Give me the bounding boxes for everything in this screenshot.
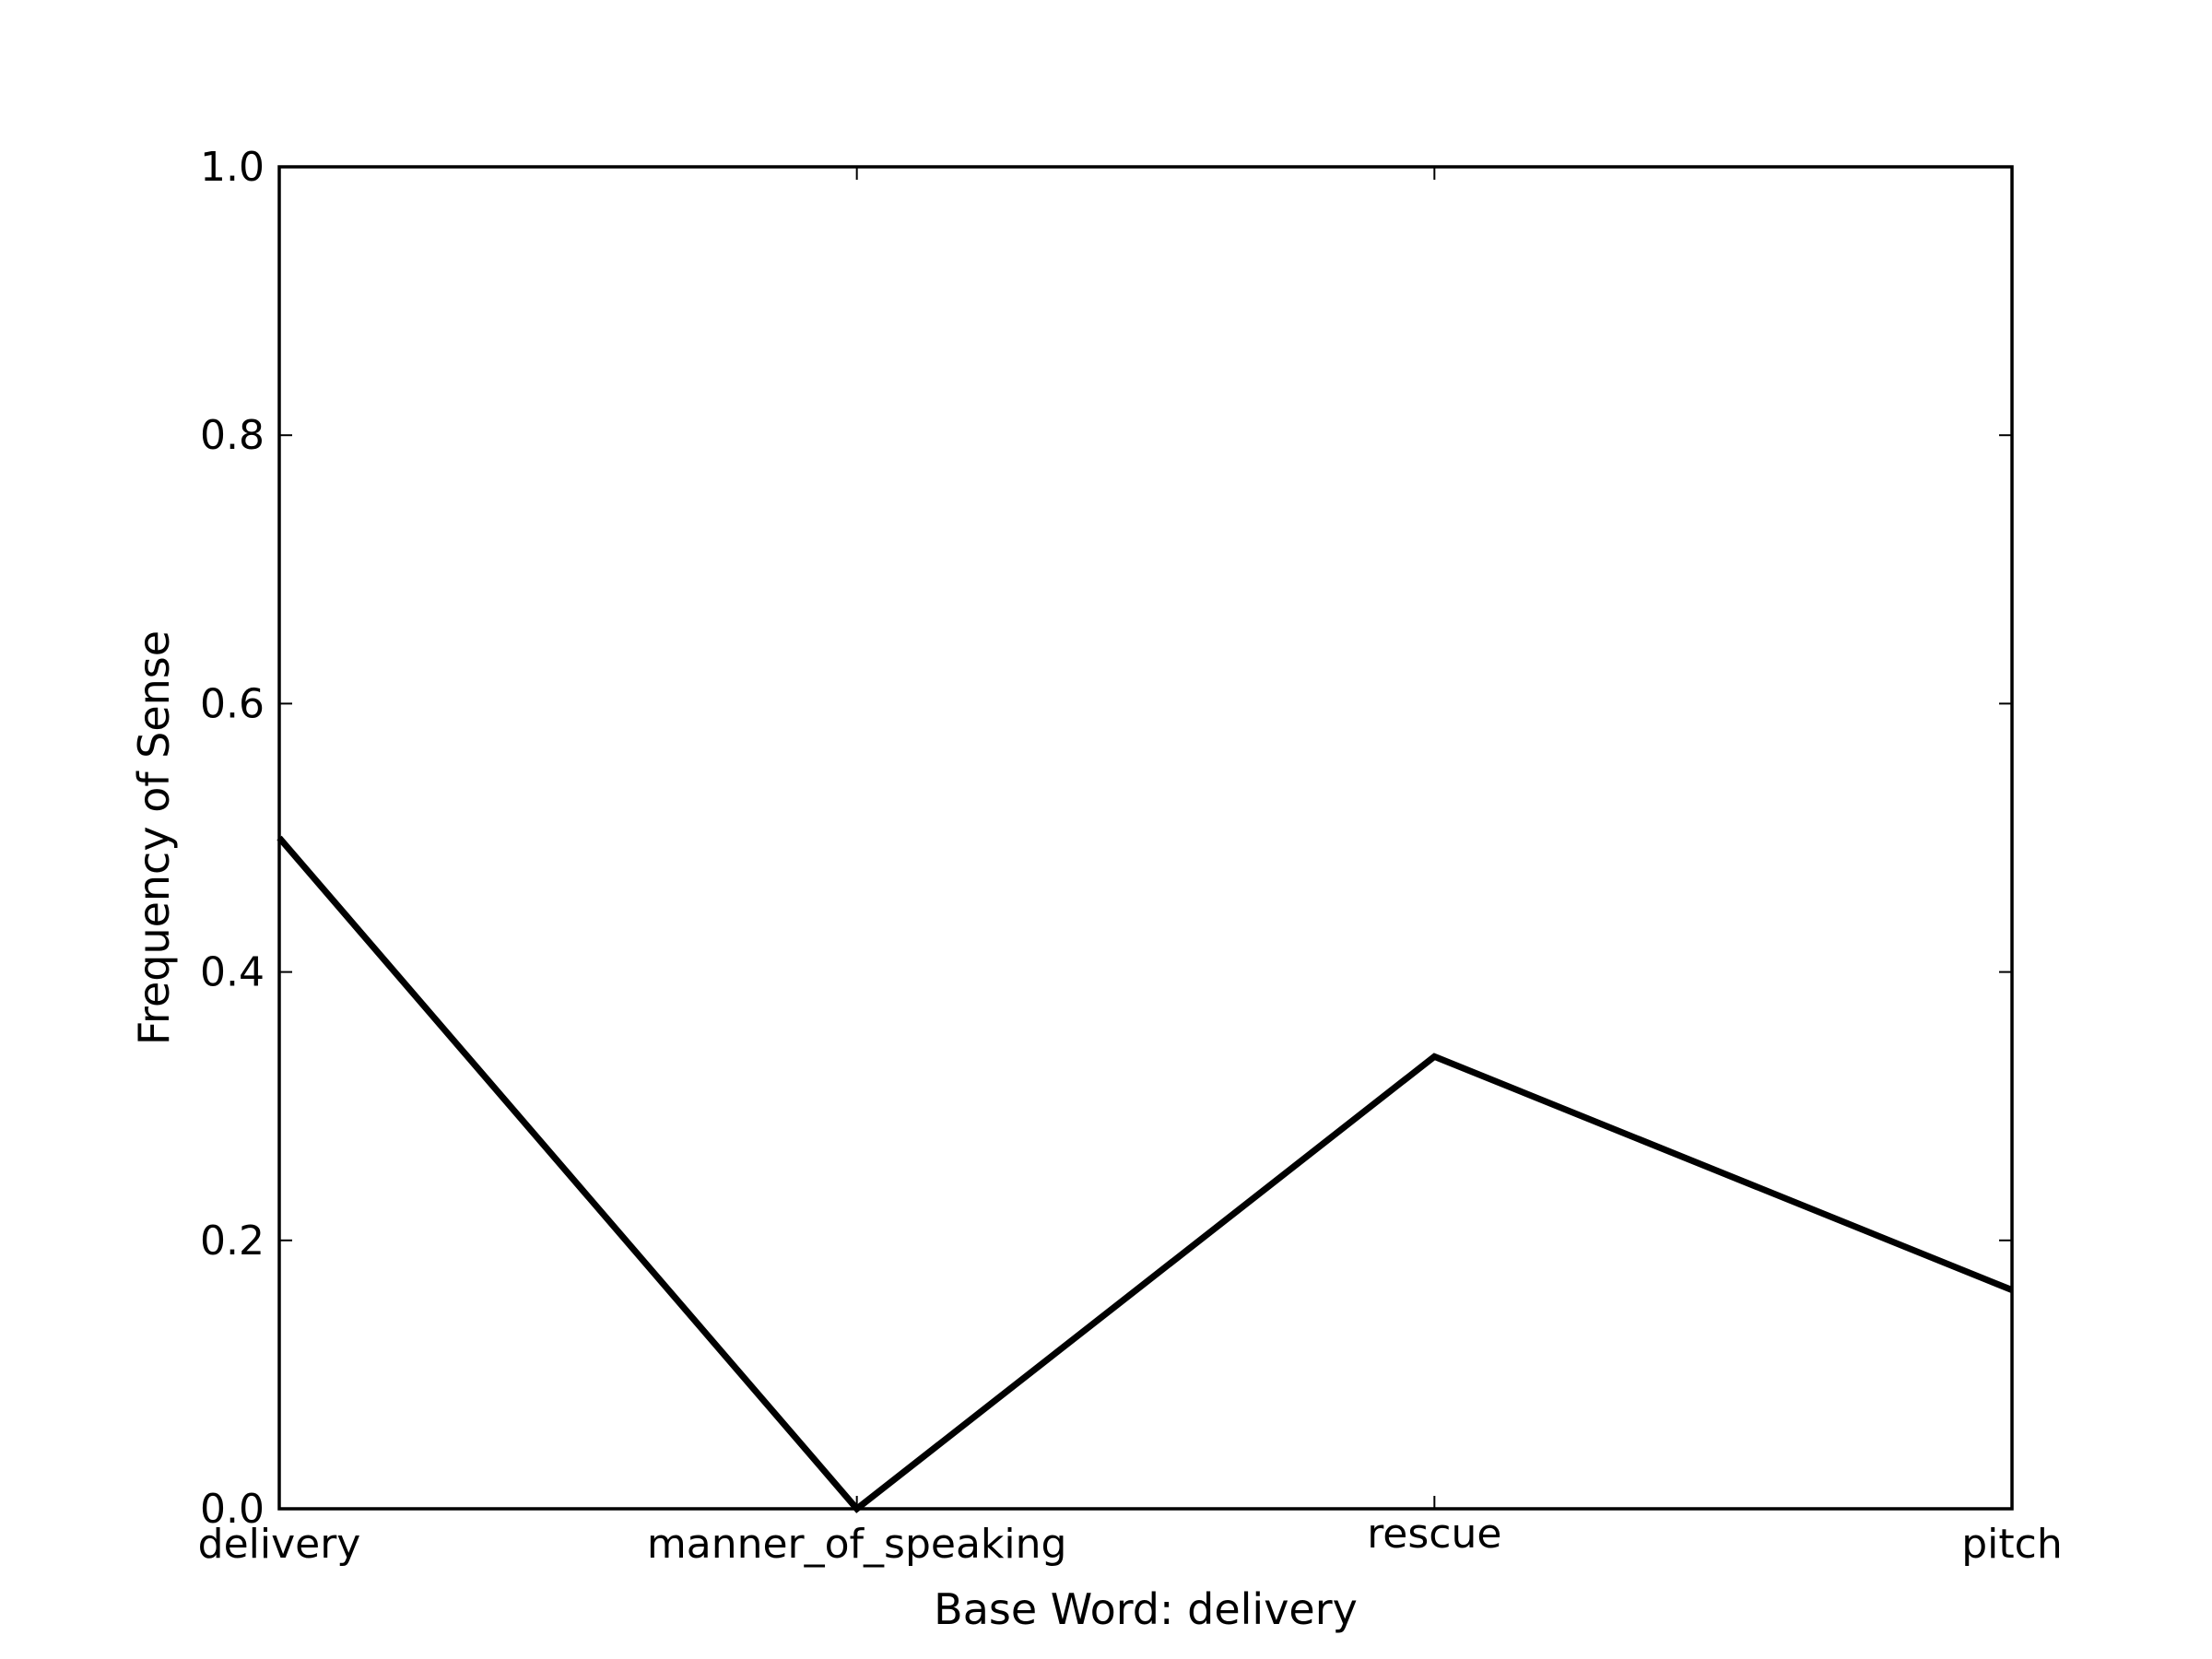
y-tick-label: 0.4 xyxy=(200,949,265,996)
x-axis-label: Base Word: delivery xyxy=(934,1584,1358,1634)
x-tick-label-delivery: delivery xyxy=(198,1521,361,1568)
y-tick-labels: 0.0 0.2 0.4 0.6 0.8 1.0 xyxy=(200,144,265,1533)
x-tick-label-manner-of-speaking: manner_of_speaking xyxy=(647,1521,1067,1568)
x-tick-label-rescue: rescue xyxy=(1367,1511,1501,1558)
y-tick-label: 1.0 xyxy=(200,144,265,191)
y-tick-label: 0.8 xyxy=(200,412,265,459)
y-tick-label: 0.2 xyxy=(200,1218,265,1265)
series-layer xyxy=(276,835,2014,1513)
y-tick-label: 0.0 xyxy=(200,1486,265,1533)
plot-area-frame xyxy=(277,165,2014,1511)
y-tick-label: 0.6 xyxy=(200,680,265,727)
x-tick-label-pitch: pitch xyxy=(1961,1521,2062,1568)
series-line-0 xyxy=(276,835,2014,1513)
y-axis-label: Frequency of Sense xyxy=(129,630,179,1045)
x-tick-labels: delivery manner_of_speaking rescue pitch xyxy=(198,1511,2063,1568)
